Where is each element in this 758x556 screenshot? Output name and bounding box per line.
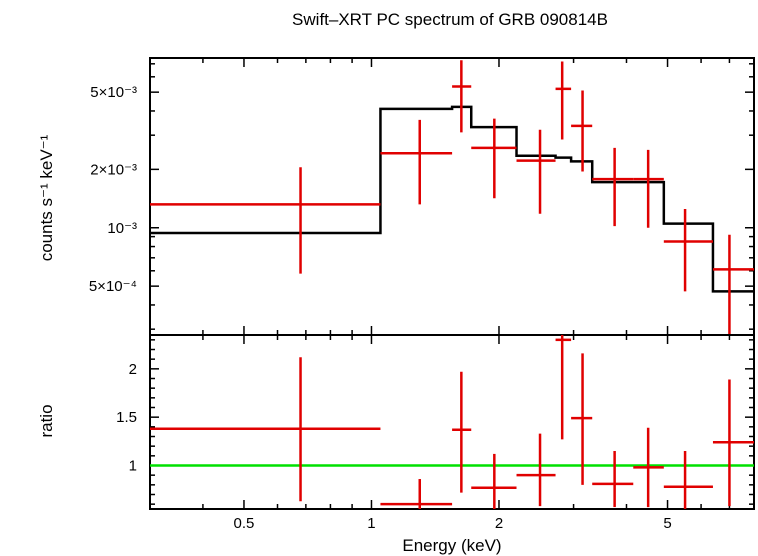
data-point: [452, 60, 472, 133]
ratio-point: [592, 451, 634, 508]
ratio-point: [516, 433, 556, 507]
x-tick-label: 5: [663, 515, 671, 532]
data-point: [380, 119, 453, 205]
ratio-point: [571, 353, 593, 485]
ratio-frame: [149, 334, 755, 510]
y-tick-label: 2: [129, 361, 137, 378]
y-tick-label: 1.5: [116, 409, 137, 426]
y-axis-label-counts: counts s⁻¹ keV⁻¹: [37, 134, 56, 261]
chart-title: Swift–XRT PC spectrum of GRB 090814B: [292, 10, 608, 29]
ratio-point: [380, 479, 453, 509]
y-tick-label: 1: [129, 458, 137, 475]
ratio-point: [452, 371, 472, 493]
ratio-panel: 0.5 1 2 5 2 1.5 1: [116, 334, 755, 532]
x-tick-label: 2: [495, 515, 503, 532]
x-tick-label: 1: [367, 515, 375, 532]
data-point: [712, 234, 754, 335]
data-point: [150, 167, 381, 274]
data-point: [555, 61, 572, 140]
data-point: [663, 208, 713, 292]
y-tick-label: 5×10⁻⁴: [89, 278, 137, 295]
y-axis-label-ratio: ratio: [37, 404, 56, 437]
ratio-point: [633, 427, 664, 508]
ratio-point: [471, 453, 517, 509]
y-tick-label: 5×10⁻³: [90, 84, 137, 101]
ratio-point: [150, 357, 381, 502]
data-point: [471, 118, 517, 199]
spectrum-panel: 5×10⁻³ 2×10⁻³ 10⁻³ 5×10⁻⁴: [89, 57, 755, 336]
x-axis-label: Energy (keV): [402, 536, 501, 555]
data-point: [633, 149, 664, 228]
y-tick-label: 10⁻³: [107, 220, 137, 237]
x-tick-label: 0.5: [234, 515, 255, 532]
data-point: [516, 129, 556, 214]
data-point: [571, 90, 593, 172]
model-step-line: [150, 105, 754, 293]
y-tick-label: 2×10⁻³: [90, 161, 137, 178]
ratio-point: [555, 335, 572, 440]
ratio-point: [663, 451, 713, 509]
ratio-point: [712, 379, 754, 507]
data-point: [592, 147, 634, 227]
